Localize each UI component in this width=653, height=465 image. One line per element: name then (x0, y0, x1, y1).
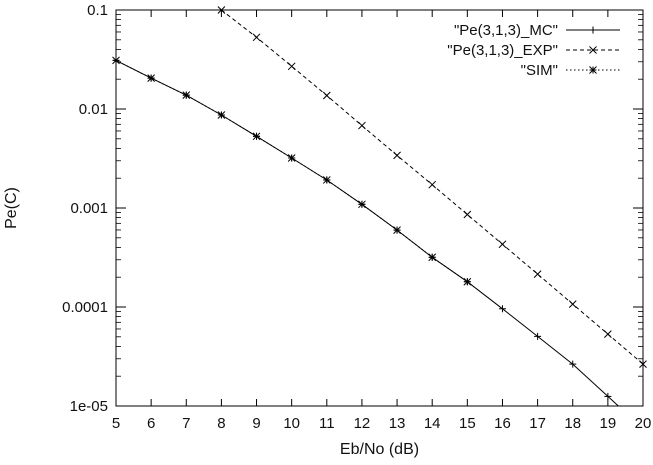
data-point (533, 270, 542, 278)
data-point (463, 277, 472, 286)
y-tick-labels: 0.1 0.01 0.001 0.0001 1e-05 (62, 2, 108, 415)
data-point (217, 111, 226, 119)
data-point (112, 56, 120, 65)
y-tick-label: 0.0001 (62, 299, 108, 316)
x-tick-label: 5 (112, 415, 120, 432)
x-tick-label: 14 (424, 415, 441, 432)
legend-item: "Pe(3,1,3)_EXP" (447, 42, 620, 59)
x-tick-label: 20 (635, 415, 652, 432)
x-tick-label: 10 (283, 415, 300, 432)
x-tick-label: 19 (600, 415, 617, 432)
x-tick-label: 13 (389, 415, 406, 432)
x-tick-label: 9 (252, 415, 260, 432)
series-1 (112, 56, 619, 407)
data-point (534, 332, 542, 340)
data-point (182, 91, 191, 100)
data-point (217, 6, 226, 14)
legend-item: "SIM" (521, 62, 620, 79)
data-point (428, 253, 437, 262)
data-point (393, 151, 401, 160)
series-line (221, 9, 644, 365)
data-point (639, 360, 647, 368)
series-3 (112, 56, 472, 286)
legend-item: "Pe(3,1,3)_MC" (454, 22, 620, 39)
x-tick-label: 7 (182, 415, 190, 432)
data-point (604, 392, 612, 400)
y-axis-title: Pe(C) (3, 187, 20, 229)
axis-ticks (115, 9, 644, 407)
data-point (589, 66, 597, 74)
y-tick-label: 0.1 (87, 2, 108, 19)
plot-frame (115, 9, 644, 407)
data-point (589, 26, 597, 34)
series-2 (217, 6, 647, 368)
data-point (463, 210, 472, 219)
data-point (393, 226, 401, 234)
data-point (287, 62, 296, 71)
data-point (147, 74, 155, 82)
data-point (569, 360, 577, 368)
x-axis-title: Eb/No (dB) (340, 441, 419, 458)
x-tick-label: 15 (459, 415, 476, 432)
legend: "Pe(3,1,3)_MC" "Pe(3,1,3)_EXP" "SIM" (447, 22, 620, 79)
data-point (252, 33, 261, 42)
x-tick-label: 16 (494, 415, 511, 432)
data-point (498, 305, 506, 313)
series-line (115, 59, 619, 407)
data-point (287, 154, 296, 162)
x-tick-labels: 5 6 7 8 9 10 11 12 13 14 15 16 17 18 19 20 (112, 415, 652, 432)
y-tick-label: 0.01 (79, 101, 108, 118)
series-line (115, 59, 468, 283)
data-point (322, 91, 331, 100)
y-tick-label: 1e-05 (70, 398, 108, 415)
legend-label: "Pe(3,1,3)_EXP" (447, 42, 558, 59)
legend-label: "SIM" (521, 62, 558, 79)
data-point (589, 46, 597, 54)
x-tick-label: 12 (354, 415, 371, 432)
data-point (322, 176, 331, 184)
data-point (358, 121, 366, 130)
x-tick-label: 11 (319, 415, 335, 432)
plot-border (115, 9, 644, 407)
data-point (358, 200, 366, 209)
series-layer (112, 6, 647, 407)
data-point (568, 300, 577, 308)
data-point (428, 180, 437, 189)
x-tick-label: 17 (529, 415, 546, 432)
data-point (252, 132, 261, 141)
data-point (498, 240, 507, 249)
data-point (604, 330, 612, 338)
x-tick-label: 6 (147, 415, 155, 432)
x-tick-label: 18 (564, 415, 581, 432)
legend-label: "Pe(3,1,3)_MC" (454, 22, 558, 39)
y-tick-label: 0.001 (70, 200, 108, 217)
x-tick-label: 8 (217, 415, 225, 432)
